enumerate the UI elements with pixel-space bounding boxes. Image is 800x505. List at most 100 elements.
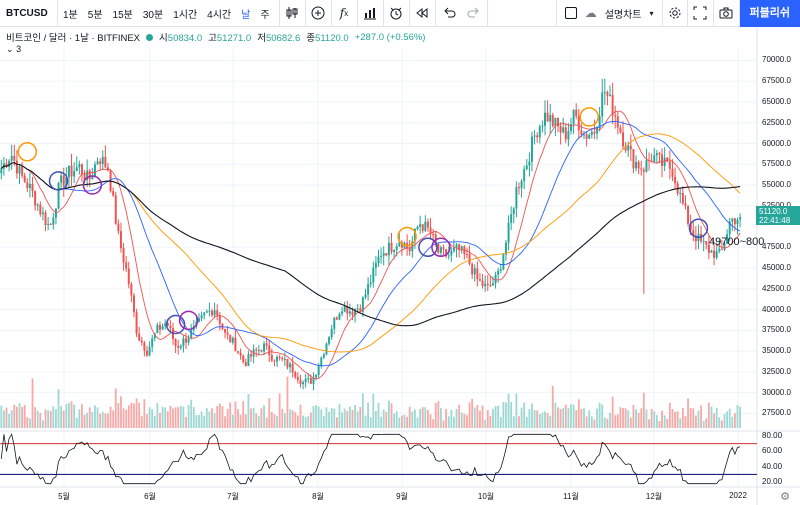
time-tick-label: 7월 [227, 492, 239, 501]
volume-bar [169, 405, 172, 428]
candle-body [153, 333, 156, 339]
annotation-circle [82, 175, 103, 195]
volume-bar [471, 398, 474, 428]
volume-bar [510, 401, 513, 428]
candle-body [96, 161, 99, 165]
price-tick-label: 65000.0 [762, 96, 791, 106]
redo-icon[interactable] [462, 0, 488, 27]
volume-bar [442, 420, 445, 428]
replay-icon[interactable] [410, 0, 436, 27]
interval-day[interactable]: 날 [241, 9, 251, 21]
layout-name[interactable]: 설명차트 [604, 9, 642, 21]
candle-body [679, 192, 682, 194]
time-tick-label: 10월 [477, 492, 495, 501]
annotation-circle [178, 310, 199, 331]
candle-body [78, 164, 81, 168]
candle-body [88, 170, 91, 180]
volume-bar [661, 410, 663, 428]
candle-body [663, 157, 666, 166]
chevron-down-icon[interactable]: ▾ [649, 8, 654, 18]
candle-body [270, 355, 273, 361]
interval-week[interactable]: 주 [260, 9, 270, 21]
publish-button[interactable]: 퍼블리쉬 [739, 0, 800, 27]
volume-bar [505, 402, 507, 428]
settings-icon[interactable] [661, 0, 688, 27]
volume-bar [437, 401, 440, 428]
volume-bar [705, 418, 708, 428]
symbol-search[interactable]: BTCUSD [0, 0, 58, 27]
candle-body [380, 255, 383, 257]
candle-body [294, 372, 297, 377]
volume-bar [700, 405, 702, 428]
volume-bar [39, 412, 42, 428]
candle-body [148, 346, 151, 356]
candles [0, 78, 742, 391]
candle-body [273, 360, 276, 362]
volume-bar [320, 409, 323, 428]
interval-1h[interactable]: 1시간 [173, 9, 198, 21]
volume-bar [125, 409, 128, 428]
volume-bar [382, 409, 385, 428]
volume-bar [179, 405, 182, 428]
candle-body [437, 243, 440, 253]
candle-body [434, 234, 437, 244]
volume-bar [648, 419, 650, 428]
volume-bar [237, 409, 239, 428]
layout-checkbox[interactable] [564, 7, 577, 19]
candle-body [302, 382, 305, 385]
candle-body [216, 310, 219, 316]
volume-bar [583, 408, 585, 428]
candle-body [140, 340, 143, 343]
price-tick-label: 30000.0 [762, 387, 791, 397]
volume-bar [676, 411, 679, 428]
gear-icon[interactable]: ⚙ [780, 491, 790, 503]
indicator-toggle[interactable]: ⌄ 3 [6, 44, 21, 55]
interval-15m[interactable]: 15분 [112, 9, 133, 21]
volume-bar [416, 417, 419, 428]
alert-icon[interactable] [384, 0, 410, 27]
volume-bar [312, 406, 315, 428]
volume-bar [434, 403, 437, 428]
volume-bar [161, 406, 164, 428]
volume-bar [335, 417, 338, 428]
volume-bar [187, 404, 190, 428]
legend-low: 50682.6 [265, 33, 301, 44]
candle-body [648, 159, 651, 161]
candle-body [473, 268, 476, 275]
volume-bar [707, 402, 710, 428]
candle-body [543, 112, 546, 126]
volume-bar [536, 410, 539, 428]
candle-body [710, 250, 713, 253]
undo-icon[interactable] [436, 0, 462, 27]
volume-bar [174, 407, 177, 428]
candle-body [382, 253, 385, 256]
candle-body [554, 117, 557, 126]
candle-body [328, 337, 331, 344]
volume-bar [512, 416, 515, 428]
volume-bar [231, 414, 234, 428]
interval-4h[interactable]: 4시간 [207, 9, 232, 21]
candle-body [31, 183, 34, 192]
interval-30m[interactable]: 30분 [142, 9, 164, 21]
candle-body [91, 176, 94, 180]
candle-body [460, 246, 463, 250]
candle-body [169, 325, 172, 329]
interval-1m[interactable]: 1분 [63, 9, 78, 21]
volume-bar [138, 402, 141, 428]
chart-type-icon[interactable] [358, 0, 384, 27]
candle-icon[interactable] [280, 0, 306, 27]
add-indicator-icon[interactable] [306, 0, 332, 27]
fullscreen-icon[interactable] [688, 0, 714, 27]
time-tick-label: 8월 [312, 492, 324, 501]
candle-body [335, 317, 338, 320]
volume-bar [432, 419, 435, 428]
camera-icon[interactable] [714, 0, 740, 27]
interval-5m[interactable]: 5분 [87, 9, 103, 21]
candle-body [465, 253, 468, 255]
candle-body [364, 294, 367, 298]
volume-bar [294, 412, 297, 428]
candle-body [655, 153, 658, 156]
volume-bar [346, 411, 349, 428]
